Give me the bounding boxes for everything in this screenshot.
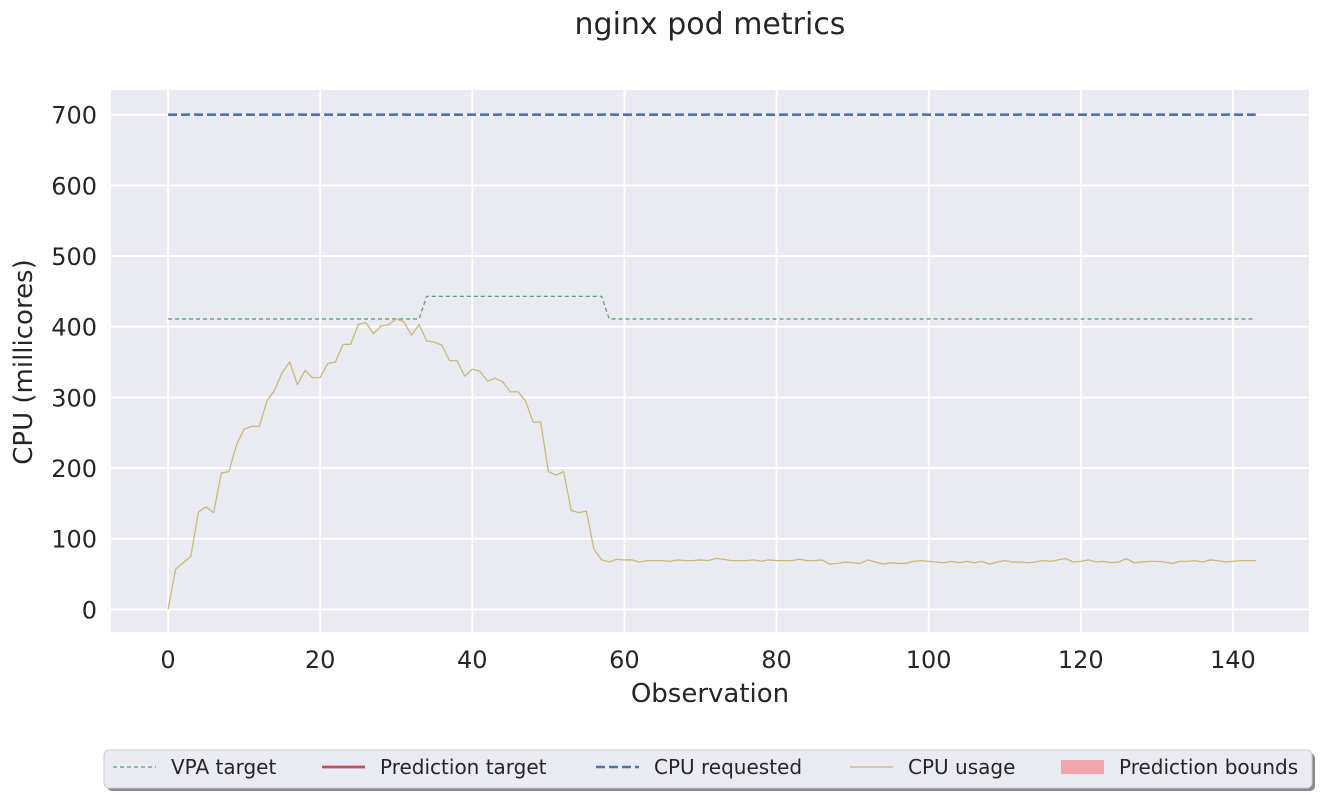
x-tick-label: 20	[305, 646, 336, 674]
y-axis-label: CPU (millicores)	[9, 259, 39, 465]
plot-area	[111, 90, 1309, 632]
series-vpa-target	[168, 295, 1256, 320]
y-tick-label: 300	[51, 384, 97, 412]
legend-label-prediction-bounds: Prediction bounds	[1119, 755, 1298, 779]
legend-swatch-prediction-bounds	[1061, 760, 1104, 774]
y-tick-label: 200	[51, 455, 97, 483]
y-tick-label: 400	[51, 314, 97, 342]
y-tick-label: 700	[51, 102, 97, 130]
series-layer	[167, 113, 1256, 610]
y-tick-label: 100	[51, 526, 97, 554]
x-axis-label: Observation	[631, 679, 789, 709]
y-tick-label: 600	[51, 172, 97, 200]
x-tick-label: 120	[1058, 646, 1104, 674]
x-tick-label: 80	[761, 646, 792, 674]
x-tick-labels: 0 20 40 60 80 100 120 140	[160, 646, 1255, 674]
chart-title: nginx pod metrics	[575, 7, 846, 42]
x-tick-label: 140	[1210, 646, 1256, 674]
legend-frame	[103, 749, 1313, 789]
x-tick-label: 0	[160, 646, 175, 674]
series-cpu-usage	[167, 318, 1256, 610]
y-tick-label: 0	[82, 596, 97, 624]
y-tick-labels: 0 100 200 300 400 500 600 700	[51, 102, 97, 625]
legend-label-cpu-usage: CPU usage	[908, 755, 1015, 779]
y-tick-label: 500	[51, 243, 97, 271]
x-tick-label: 100	[906, 646, 952, 674]
x-tick-label: 60	[609, 646, 640, 674]
legend-label-vpa-target: VPA target	[171, 755, 276, 779]
legend-label-prediction-target: Prediction target	[380, 755, 547, 779]
legend-label-cpu-requested: CPU requested	[654, 755, 802, 779]
legend: VPA target Prediction target CPU requested…	[103, 749, 1315, 791]
x-tick-label: 40	[457, 646, 488, 674]
grid	[111, 90, 1309, 632]
